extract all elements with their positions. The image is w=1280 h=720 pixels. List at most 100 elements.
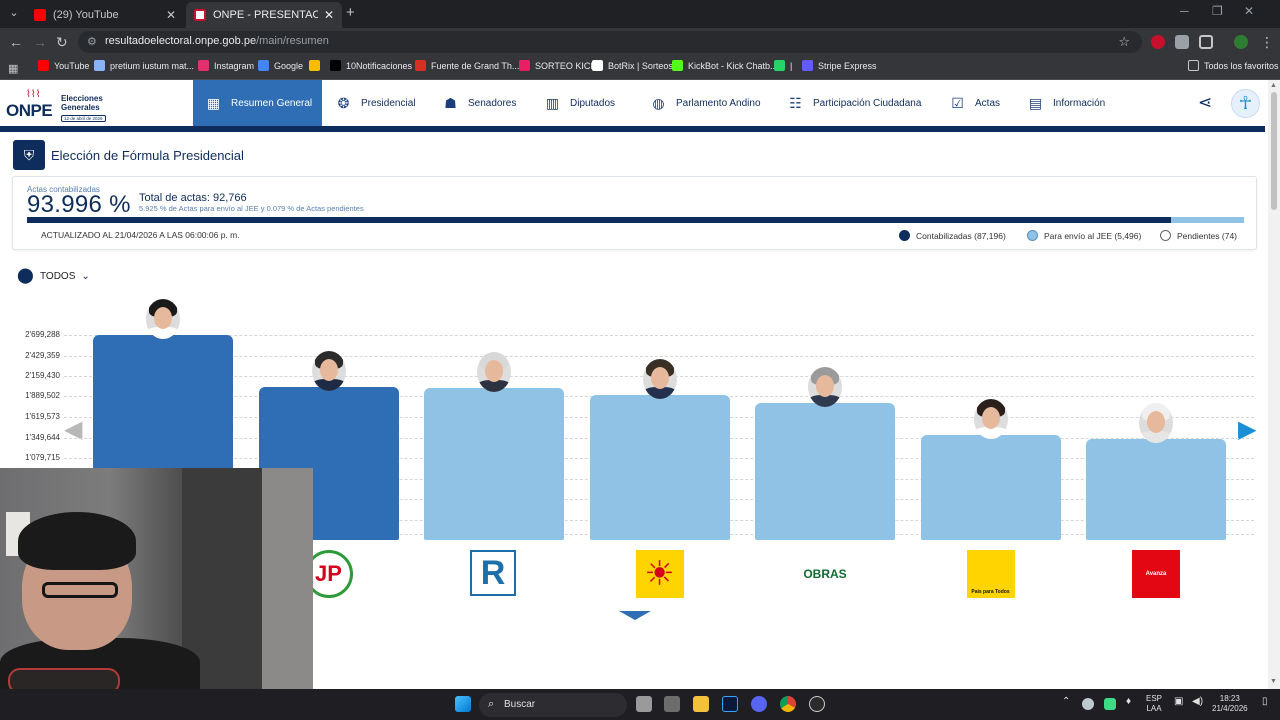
bookmark-item[interactable]: | — [774, 60, 792, 71]
carousel-next-icon[interactable]: ▶ — [1238, 416, 1257, 443]
bookmark-item[interactable]: 10Notificaciones — [330, 60, 412, 71]
bookmark-item[interactable]: pretium iustum mat... — [94, 60, 194, 71]
bookmark-favicon-icon — [672, 60, 683, 71]
file-explorer-icon[interactable] — [693, 696, 709, 712]
taskbar-search[interactable]: ⌕ Buscar — [479, 693, 627, 717]
new-tab-icon[interactable]: + — [346, 4, 355, 21]
extension-red-icon[interactable] — [1151, 35, 1165, 49]
candidate-photo[interactable] — [146, 299, 180, 339]
restore-icon[interactable]: ❐ — [1212, 4, 1223, 18]
bookmark-label: pretium iustum mat... — [110, 60, 195, 71]
bookmark-star-icon[interactable]: ☆ — [1118, 34, 1130, 49]
close-window-icon[interactable]: ✕ — [1244, 4, 1255, 18]
candidate-bar[interactable] — [920, 434, 1061, 540]
notifications-icon[interactable]: ▯ — [1262, 696, 1268, 707]
browser-menu-icon[interactable]: ⋮ — [1260, 34, 1274, 50]
network-icon[interactable]: ▣ — [1174, 696, 1184, 707]
page-scrollbar[interactable]: ▲ ▼ — [1268, 80, 1280, 689]
chevron-down-icon[interactable]: ⌄ — [81, 270, 90, 282]
minimize-icon[interactable]: ─ — [1180, 4, 1189, 18]
scrollbar-thumb[interactable] — [1271, 92, 1277, 210]
candidate-bar[interactable] — [1086, 439, 1226, 540]
nav-item-diputados[interactable]: ▥ Diputados — [544, 80, 628, 126]
nav-item-resumen-general[interactable]: ▦ Resumen General — [193, 80, 322, 126]
bookmark-label: KickBot - Kick Chatb... — [688, 60, 778, 71]
nav-item-senadores[interactable]: ☗ Senadores — [442, 80, 522, 126]
site-header: ⌇⌇⌇ ONPE Elecciones Generales 12 de abri… — [0, 80, 1265, 126]
bookmark-item[interactable]: KickBot - Kick Chatb... — [672, 60, 778, 71]
app-icon[interactable] — [664, 696, 680, 712]
profile-avatar-icon[interactable] — [1234, 35, 1248, 49]
clock[interactable]: 18:23 21/4/2026 — [1212, 694, 1248, 714]
bookmark-item[interactable]: SORTEO KICK — [519, 60, 596, 71]
candidate-photo[interactable] — [1139, 403, 1173, 444]
volume-icon[interactable]: ◀) — [1192, 696, 1204, 707]
candidate-photo[interactable] — [973, 398, 1008, 439]
nav-item-actas[interactable]: ☑ Actas — [949, 80, 1005, 126]
party-logo[interactable]: OBRAS — [801, 550, 849, 598]
tray-app-icon[interactable] — [1104, 698, 1116, 710]
extensions-puzzle-icon[interactable] — [1199, 35, 1213, 49]
nav-item-presidencial[interactable]: ❂ Presidencial — [335, 80, 423, 126]
scroll-up-icon[interactable]: ▲ — [1270, 82, 1277, 89]
candidate-photo[interactable] — [808, 367, 842, 408]
bookmark-item[interactable]: Fuente de Grand Th... — [415, 60, 519, 71]
accessibility-icon[interactable]: ☥ — [1231, 89, 1260, 118]
bookmark-item[interactable]: Stripe Express — [802, 60, 877, 71]
microphone-icon[interactable]: ♦ — [1126, 696, 1132, 707]
candidate-photo[interactable] — [477, 352, 511, 393]
filter-label: TODOS — [40, 270, 76, 282]
nav-item-informaci-n[interactable]: ▤ Información — [1027, 80, 1111, 126]
url-text[interactable]: resultadoelectoral.onpe.gob.pe/main/resu… — [105, 35, 329, 47]
carousel-prev-icon[interactable]: ◀ — [64, 416, 83, 443]
apps-grid-icon[interactable]: ▦ — [8, 63, 19, 75]
bookmark-item[interactable]: BotRix | Sorteos — [592, 60, 673, 71]
discord-icon[interactable] — [751, 696, 767, 712]
windows-start-icon[interactable] — [455, 696, 471, 712]
browser-tab-onpe[interactable]: ONPE - PRESENTACIÓN DE RES ✕ — [186, 2, 342, 28]
candidate-bar[interactable] — [424, 388, 564, 540]
browser-tab-youtube[interactable]: (29) YouTube ✕ — [26, 2, 184, 28]
task-view-icon[interactable] — [636, 696, 652, 712]
all-bookmarks[interactable]: Todos los favoritos — [1188, 60, 1279, 71]
candidate-photo[interactable] — [311, 351, 346, 392]
nav-item-participaci-n-ciudadana[interactable]: ☷ Participación Ciudadana — [787, 80, 927, 126]
legend-label: Contabilizadas (87,196) — [916, 230, 1006, 241]
party-logo[interactable]: Avanza — [1132, 550, 1180, 598]
reload-icon[interactable]: ↻ — [56, 34, 68, 50]
photoshop-icon[interactable] — [722, 696, 738, 712]
site-info-icon[interactable]: ⚙ — [87, 36, 97, 48]
forward-icon[interactable]: → — [33, 34, 47, 50]
close-tab-icon[interactable]: ✕ — [323, 8, 334, 22]
region-filter[interactable]: ⬤ TODOS ⌄ — [17, 267, 90, 285]
chrome-icon[interactable] — [780, 696, 796, 712]
onedrive-icon[interactable] — [1082, 698, 1094, 710]
obs-icon[interactable] — [809, 696, 825, 712]
webcam-person-hair — [18, 512, 136, 570]
candidate-bar[interactable] — [589, 394, 730, 540]
tray-expand-icon[interactable]: ⌃ — [1062, 696, 1071, 707]
close-tab-icon[interactable]: ✕ — [165, 8, 176, 22]
share-icon[interactable]: ⋖ — [1198, 93, 1213, 112]
back-icon[interactable]: ← — [9, 34, 23, 50]
party-logo[interactable]: ☀ — [635, 550, 684, 598]
bookmark-item[interactable] — [309, 60, 325, 71]
onpe-logo[interactable]: ⌇⌇⌇ ONPE Elecciones Generales 12 de abri… — [6, 88, 116, 122]
bookmark-item[interactable]: Google — [258, 60, 303, 71]
tab-search-icon[interactable]: ⌄ — [9, 7, 19, 19]
gridline — [64, 355, 1254, 357]
scroll-down-icon[interactable]: ▼ — [1270, 678, 1277, 685]
party-logo[interactable]: País para Todos — [966, 550, 1015, 598]
candidate-photo[interactable] — [642, 358, 677, 399]
language-indicator[interactable]: ESP LAA — [1146, 694, 1162, 714]
info-document-icon: ▤ — [1028, 94, 1043, 111]
candidate-face — [1147, 411, 1165, 434]
candidate-bar[interactable] — [755, 403, 895, 540]
nav-item-parlamento-andino[interactable]: ◍ Parlamento Andino — [650, 80, 764, 126]
extension-card-icon[interactable] — [1175, 35, 1189, 49]
bookmark-item[interactable]: YouTube — [38, 60, 89, 71]
address-bar[interactable]: ⚙ resultadoelectoral.onpe.gob.pe/main/re… — [78, 31, 1142, 53]
bookmark-item[interactable]: Instagram — [198, 60, 254, 71]
party-logo[interactable]: R — [470, 550, 516, 596]
actas-label: Actas contabilizadas — [27, 185, 100, 194]
